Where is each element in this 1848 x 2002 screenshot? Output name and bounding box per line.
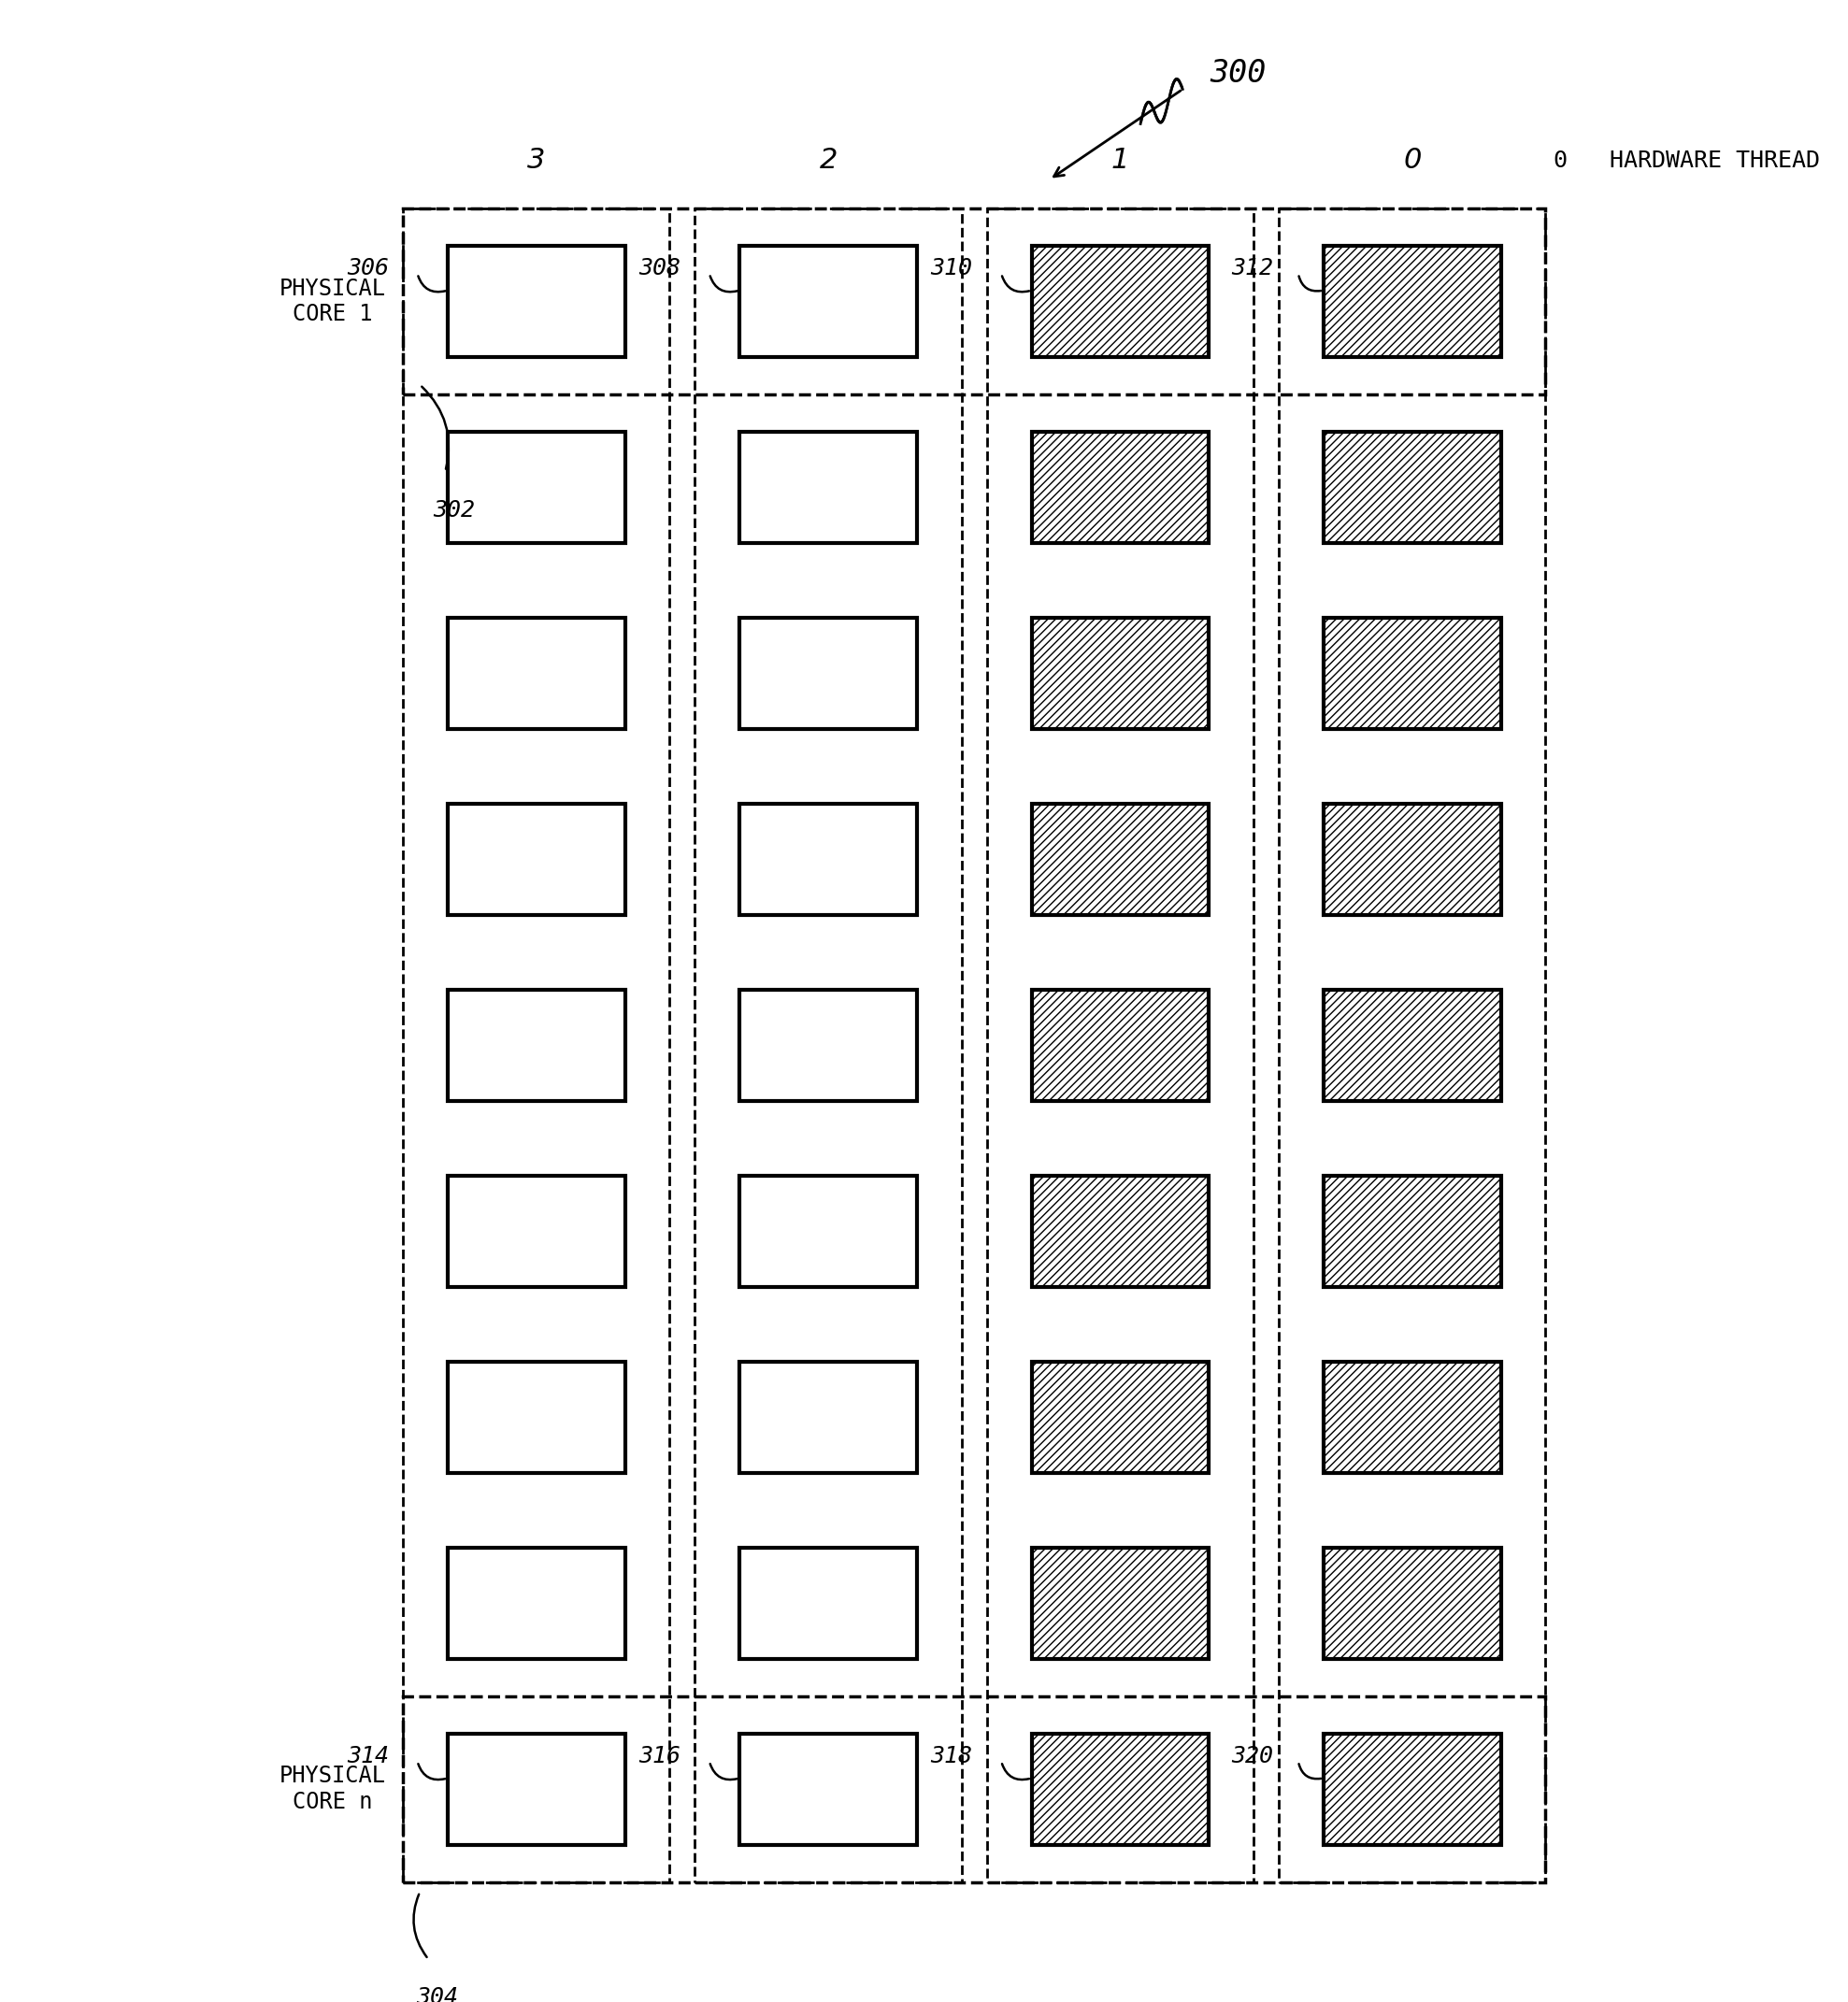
Bar [447,989,625,1101]
Bar [739,803,917,915]
Bar [1031,432,1209,543]
Text: 3: 3 [527,146,545,174]
Bar [987,208,1253,1882]
Bar [1323,989,1501,1101]
Text: 318: 318 [931,1744,972,1768]
Bar [447,432,625,543]
Text: 304: 304 [416,1986,458,2002]
Text: 300: 300 [1210,58,1266,90]
Bar [739,1734,917,1846]
Bar [1031,1361,1209,1473]
Text: 2: 2 [819,146,837,174]
Text: 308: 308 [639,256,680,278]
Text: 312: 312 [1231,256,1273,278]
Bar [1031,619,1209,729]
Bar [1031,989,1209,1101]
Text: 306: 306 [347,256,388,278]
Bar [447,1175,625,1287]
Bar [1323,246,1501,356]
Text: 302: 302 [432,498,475,521]
Bar [403,1696,1545,1882]
Bar [447,619,625,729]
Bar [1323,803,1501,915]
Text: 316: 316 [639,1744,680,1768]
Text: PHYSICAL
CORE 1: PHYSICAL CORE 1 [279,276,386,326]
Bar [739,619,917,729]
Bar [1323,1175,1501,1287]
Bar [739,1361,917,1473]
Text: PHYSICAL
CORE n: PHYSICAL CORE n [279,1766,386,1814]
Bar [695,208,961,1882]
Bar [1323,1361,1501,1473]
Bar [403,208,1545,394]
Bar [1323,432,1501,543]
Bar [447,803,625,915]
Bar [739,1175,917,1287]
Text: 310: 310 [931,256,972,278]
Bar [447,1361,625,1473]
Text: 314: 314 [347,1744,388,1768]
Bar [1031,1734,1209,1846]
Bar [739,989,917,1101]
Bar [1279,208,1545,1882]
Text: 1: 1 [1111,146,1129,174]
Bar [447,246,625,356]
Bar [403,208,669,1882]
Bar [739,246,917,356]
Text: 320: 320 [1231,1744,1273,1768]
Bar [447,1734,625,1846]
Bar [1031,803,1209,915]
Bar [1323,1734,1501,1846]
Bar [739,432,917,543]
Bar [1323,1548,1501,1660]
Bar [1031,1175,1209,1287]
Bar [447,1548,625,1660]
Bar [1031,246,1209,356]
Bar [1031,1548,1209,1660]
Bar [739,1548,917,1660]
Text: 0   HARDWARE THREAD: 0 HARDWARE THREAD [1554,150,1820,172]
Text: 0: 0 [1403,146,1421,174]
Bar [1323,619,1501,729]
